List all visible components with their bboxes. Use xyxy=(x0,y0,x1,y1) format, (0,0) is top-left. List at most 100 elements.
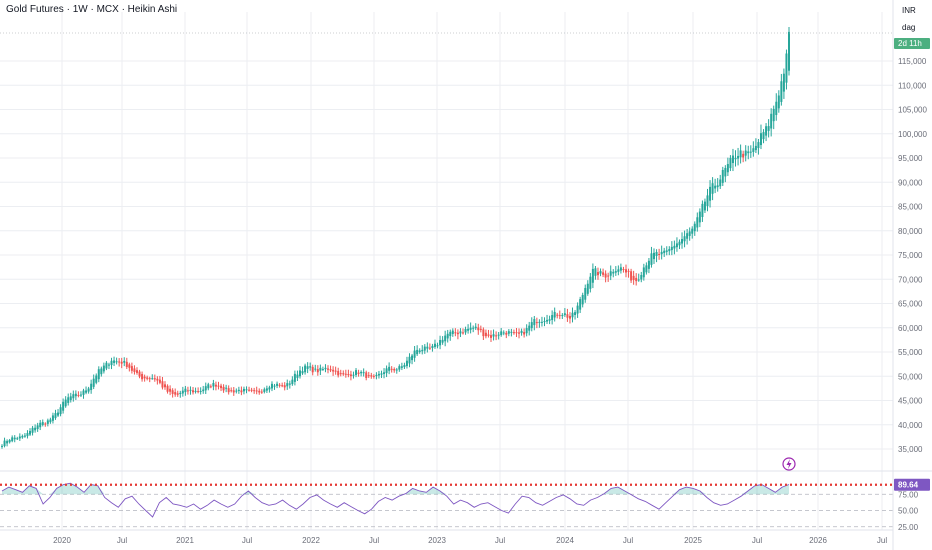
interval-label[interactable]: dag xyxy=(902,23,915,32)
candle-body xyxy=(324,367,327,370)
candle-body xyxy=(515,332,518,334)
candle-body xyxy=(647,260,650,269)
lightning-bolt-icon[interactable] xyxy=(782,457,796,471)
candle-body xyxy=(8,440,11,443)
candle-body xyxy=(467,328,470,331)
candle-body xyxy=(581,294,584,305)
candle-body xyxy=(357,372,360,374)
countdown-tag xyxy=(894,38,930,49)
candle-body xyxy=(370,375,373,377)
candle-body xyxy=(558,315,561,317)
candle-series xyxy=(1,27,790,449)
candle-body xyxy=(316,369,319,373)
candle-body xyxy=(607,275,610,277)
candle-body xyxy=(525,328,528,334)
price-scale[interactable] xyxy=(893,0,932,550)
candle-body xyxy=(752,148,755,152)
candle-body xyxy=(90,383,93,391)
candle-body xyxy=(166,385,169,392)
candle-body xyxy=(347,374,350,376)
candle-body xyxy=(34,427,37,431)
candle-body xyxy=(454,332,457,334)
candle-body xyxy=(169,388,172,392)
candle-body xyxy=(589,276,592,289)
candle-body xyxy=(510,331,513,333)
candle-body xyxy=(67,397,70,403)
candle-body xyxy=(770,113,773,129)
candle-body xyxy=(591,268,594,283)
y-tick-label: 75,000 xyxy=(898,251,923,260)
candle-body xyxy=(171,390,174,394)
candle-body xyxy=(574,312,577,315)
candle-body xyxy=(683,236,686,242)
candle-body xyxy=(775,101,778,116)
candle-body xyxy=(164,384,167,388)
candle-body xyxy=(788,31,790,71)
candle-body xyxy=(245,389,248,391)
candle-body xyxy=(456,332,459,335)
candle-body xyxy=(329,369,332,371)
candle-body xyxy=(18,436,21,439)
x-tick-label: Jul xyxy=(117,536,127,545)
candle-body xyxy=(576,305,579,314)
rsi-tick-label: 50.00 xyxy=(898,507,919,516)
candle-body xyxy=(59,407,62,415)
candle-body xyxy=(311,366,314,373)
x-tick-label: 2021 xyxy=(176,536,194,545)
candle-body xyxy=(276,383,279,386)
candle-body xyxy=(260,391,263,393)
candle-body xyxy=(143,376,146,379)
candle-body xyxy=(148,378,151,380)
candle-body xyxy=(640,274,643,280)
candle-body xyxy=(484,332,487,337)
x-tick-label: Jul xyxy=(623,536,633,545)
candle-body xyxy=(614,271,617,273)
candle-body xyxy=(533,319,536,326)
candle-body xyxy=(548,319,551,321)
candle-body xyxy=(635,277,638,282)
y-tick-label: 85,000 xyxy=(898,203,923,212)
candle-body xyxy=(118,361,121,363)
candle-body xyxy=(637,279,640,281)
candle-body xyxy=(670,246,673,251)
candle-body xyxy=(451,330,454,334)
candle-body xyxy=(472,327,475,329)
candle-body xyxy=(693,223,696,232)
candle-body xyxy=(253,390,256,392)
candle-body xyxy=(92,378,95,387)
candle-body xyxy=(619,267,622,271)
candle-body xyxy=(240,390,243,393)
candle-body xyxy=(658,253,661,255)
candle-body xyxy=(1,445,3,447)
rsi-value-label: 89.64 xyxy=(898,481,919,490)
candle-body xyxy=(464,329,467,333)
candle-body xyxy=(388,366,391,371)
candle-body xyxy=(721,169,724,183)
candle-body xyxy=(3,440,6,447)
candle-body xyxy=(181,390,184,394)
candle-body xyxy=(777,95,780,109)
candle-body xyxy=(16,438,19,440)
candle-body xyxy=(586,283,589,294)
candle-body xyxy=(337,370,340,376)
candle-body xyxy=(179,392,182,395)
candle-body xyxy=(184,388,187,393)
x-tick-label: 2024 xyxy=(556,536,574,545)
candle-body xyxy=(334,370,337,372)
candle-body xyxy=(398,366,401,370)
candle-body xyxy=(535,322,538,324)
candle-body xyxy=(120,361,123,364)
candle-body xyxy=(688,231,691,236)
currency-label[interactable]: INR xyxy=(902,6,916,15)
candle-body xyxy=(230,390,233,392)
candle-body xyxy=(632,275,635,280)
candle-body xyxy=(339,373,342,375)
candle-body xyxy=(729,157,732,169)
candle-body xyxy=(342,373,345,375)
candle-body xyxy=(543,321,546,323)
candle-body xyxy=(293,373,296,382)
candle-body xyxy=(220,385,223,389)
candle-body xyxy=(556,314,559,316)
candle-body xyxy=(255,390,258,392)
